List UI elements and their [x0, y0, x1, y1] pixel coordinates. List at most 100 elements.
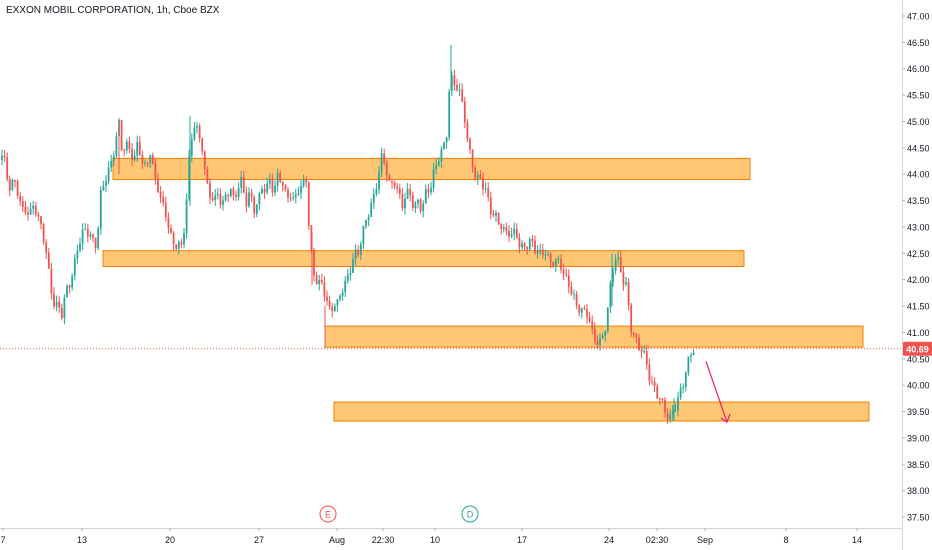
candle-body: [289, 197, 292, 199]
candle-body: [24, 206, 27, 213]
candle-body: [622, 272, 625, 285]
candle-body: [146, 162, 149, 164]
candle-body: [658, 398, 661, 400]
candle-body: [596, 340, 599, 345]
candle-body: [170, 228, 172, 233]
candle-body: [99, 190, 102, 229]
candle-body: [128, 141, 131, 149]
candle-body: [365, 220, 367, 227]
candle-body: [310, 225, 313, 251]
candle-body: [180, 242, 183, 245]
candle-body: [110, 160, 113, 168]
candle-body: [292, 197, 295, 199]
candle-body: [19, 195, 22, 202]
candle-body: [331, 306, 334, 312]
candle-body: [79, 243, 81, 251]
candle-body: [154, 163, 157, 179]
candle-body: [687, 356, 690, 373]
candle-body: [476, 174, 479, 179]
candle-body: [276, 172, 279, 186]
candle-body: [45, 242, 48, 253]
candle-body: [274, 185, 276, 193]
candle-body: [81, 229, 84, 244]
candle-body: [463, 101, 466, 123]
candle-body: [193, 127, 196, 140]
candle-body: [242, 176, 245, 193]
candle-body: [539, 249, 542, 252]
event-marker-E[interactable]: [319, 505, 337, 523]
y-tick-label: 41.50: [907, 302, 930, 312]
candle-body: [505, 227, 508, 231]
candle-body: [164, 202, 167, 218]
price-axis[interactable]: 47.00 46.50 46.00 45.50 45.00 44.50 44.00 43.50…: [902, 12, 930, 523]
y-tick-label: 43.50: [907, 196, 930, 206]
candle-body: [549, 253, 552, 262]
candle-body: [430, 187, 432, 193]
candle-body: [125, 141, 128, 151]
y-tick-label: 44.50: [907, 143, 930, 153]
candle-body: [138, 141, 141, 156]
candle-body: [526, 246, 529, 250]
x-tick-label: 27: [254, 535, 264, 545]
candle-body: [682, 386, 685, 389]
candle-body: [375, 189, 378, 194]
candle-body: [133, 155, 136, 160]
candle-body: [323, 282, 326, 297]
y-tick-label: 42.50: [907, 249, 930, 259]
time-axis[interactable]: 7 13 20 27 Aug 22:30 10 17 24 02:30 Sep 8 14: [0, 528, 862, 545]
candle-body: [510, 233, 513, 237]
candle-body: [573, 293, 575, 295]
candle-body: [357, 249, 360, 255]
candle-body: [484, 188, 487, 190]
candle-body: [320, 279, 323, 283]
candle-body: [534, 240, 536, 254]
candle-body: [401, 193, 404, 209]
candle-body: [378, 172, 380, 190]
zone-zone-42-4[interactable]: [102, 250, 745, 267]
candle-body: [63, 297, 66, 319]
zone-support-39-5[interactable]: [333, 401, 870, 422]
candle-body: [40, 216, 42, 225]
candle-body: [383, 153, 386, 164]
candle-body: [570, 286, 573, 295]
candles: [1, 45, 695, 425]
candle-body: [583, 308, 586, 310]
candle-body: [284, 185, 287, 190]
candle-body: [643, 351, 646, 352]
candle-body: [531, 239, 534, 241]
candle-body: [541, 249, 544, 255]
candle-body: [645, 351, 648, 365]
candle-body: [71, 275, 74, 288]
candle-body: [528, 239, 531, 250]
zone-resistance-44[interactable]: [112, 157, 751, 180]
candle-body: [471, 149, 474, 168]
candle-body: [565, 274, 568, 276]
candle-body: [92, 234, 94, 238]
candle-body: [300, 185, 302, 193]
event-marker-D[interactable]: [461, 505, 479, 523]
candle-body: [606, 307, 609, 332]
candle-body: [450, 75, 453, 92]
candle-body: [68, 285, 71, 288]
candle-body: [281, 182, 284, 186]
candle-body: [523, 243, 526, 247]
candle-body: [591, 321, 594, 329]
candle-body: [136, 141, 139, 156]
candle-body: [627, 282, 630, 305]
candle-body: [6, 157, 9, 179]
candle-body: [588, 317, 591, 322]
candle-body: [32, 205, 35, 209]
arrow-shaft: [705, 361, 728, 423]
candle-body: [354, 249, 357, 260]
candle-body: [214, 195, 217, 201]
candle-body: [664, 399, 666, 413]
candle-body: [55, 301, 58, 307]
candle-body: [287, 189, 289, 198]
candle-body: [669, 414, 672, 420]
y-tick-label: 47.00: [907, 12, 930, 22]
x-tick-label: 20: [165, 535, 175, 545]
candle-body: [318, 279, 321, 285]
candle-body: [466, 122, 469, 140]
